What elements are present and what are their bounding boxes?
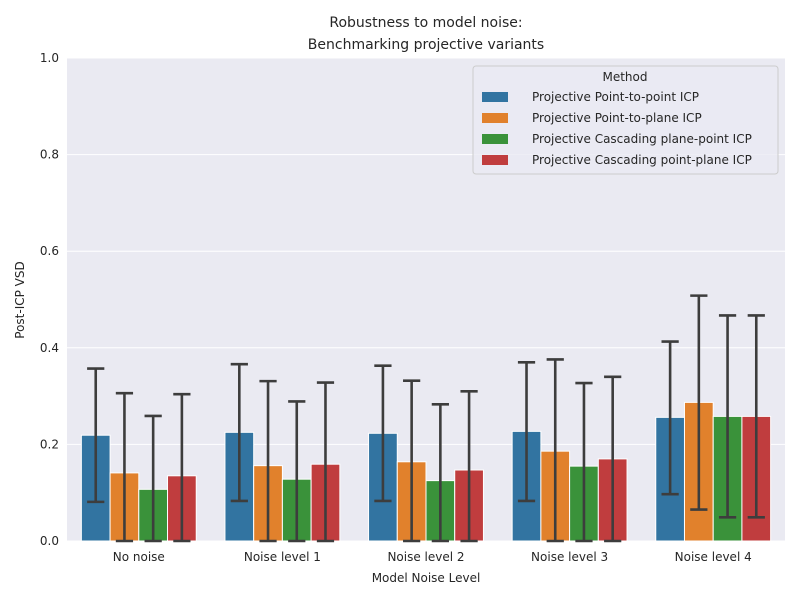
- legend-title: Method: [602, 70, 647, 84]
- legend-entry-label: Projective Cascading plane-point ICP: [532, 132, 752, 146]
- legend-items: Projective Point-to-point ICP Projective …: [482, 90, 752, 167]
- x-axis-label: Model Noise Level: [372, 571, 481, 585]
- x-tick-label: Noise level 4: [675, 550, 752, 564]
- x-tick-label: No noise: [113, 550, 165, 564]
- y-tick-label: 0.2: [40, 437, 59, 451]
- y-tick-label: 0.0: [40, 534, 59, 548]
- legend-swatch: [482, 92, 508, 102]
- legend: Method Projective Point-to-point ICPProj…: [472, 65, 779, 175]
- y-tick-label: 0.6: [40, 244, 59, 258]
- y-tick-label: 1.0: [40, 51, 59, 65]
- chart-title-line-1: Robustness to model noise:: [329, 15, 522, 31]
- y-tick-label: 0.8: [40, 148, 59, 162]
- chart-title-line-2: Benchmarking projective variants: [308, 37, 544, 53]
- error-bars: [87, 294, 765, 543]
- legend-entry-label: Projective Cascading point-plane ICP: [532, 153, 752, 167]
- x-tick-label: Noise level 1: [244, 550, 321, 564]
- x-tick-labels: No noise Noise level 1 Noise level 2 Noise …: [113, 550, 752, 564]
- legend-box: [472, 65, 779, 175]
- legend-swatch: [482, 155, 508, 165]
- x-tick-label: Noise level 3: [531, 550, 608, 564]
- bars: [80, 401, 772, 542]
- legend-swatch: [482, 134, 508, 144]
- y-axis-label: Post-ICP VSD: [13, 261, 27, 338]
- y-tick-labels: 0.0 0.2 0.4 0.6 0.8 1.0: [40, 51, 59, 548]
- legend-entry-label: Projective Point-to-plane ICP: [532, 111, 702, 125]
- legend-entry-label: Projective Point-to-point ICP: [532, 90, 699, 104]
- x-tick-label: Noise level 2: [387, 550, 464, 564]
- legend-swatch: [482, 113, 508, 123]
- y-tick-label: 0.4: [40, 341, 59, 355]
